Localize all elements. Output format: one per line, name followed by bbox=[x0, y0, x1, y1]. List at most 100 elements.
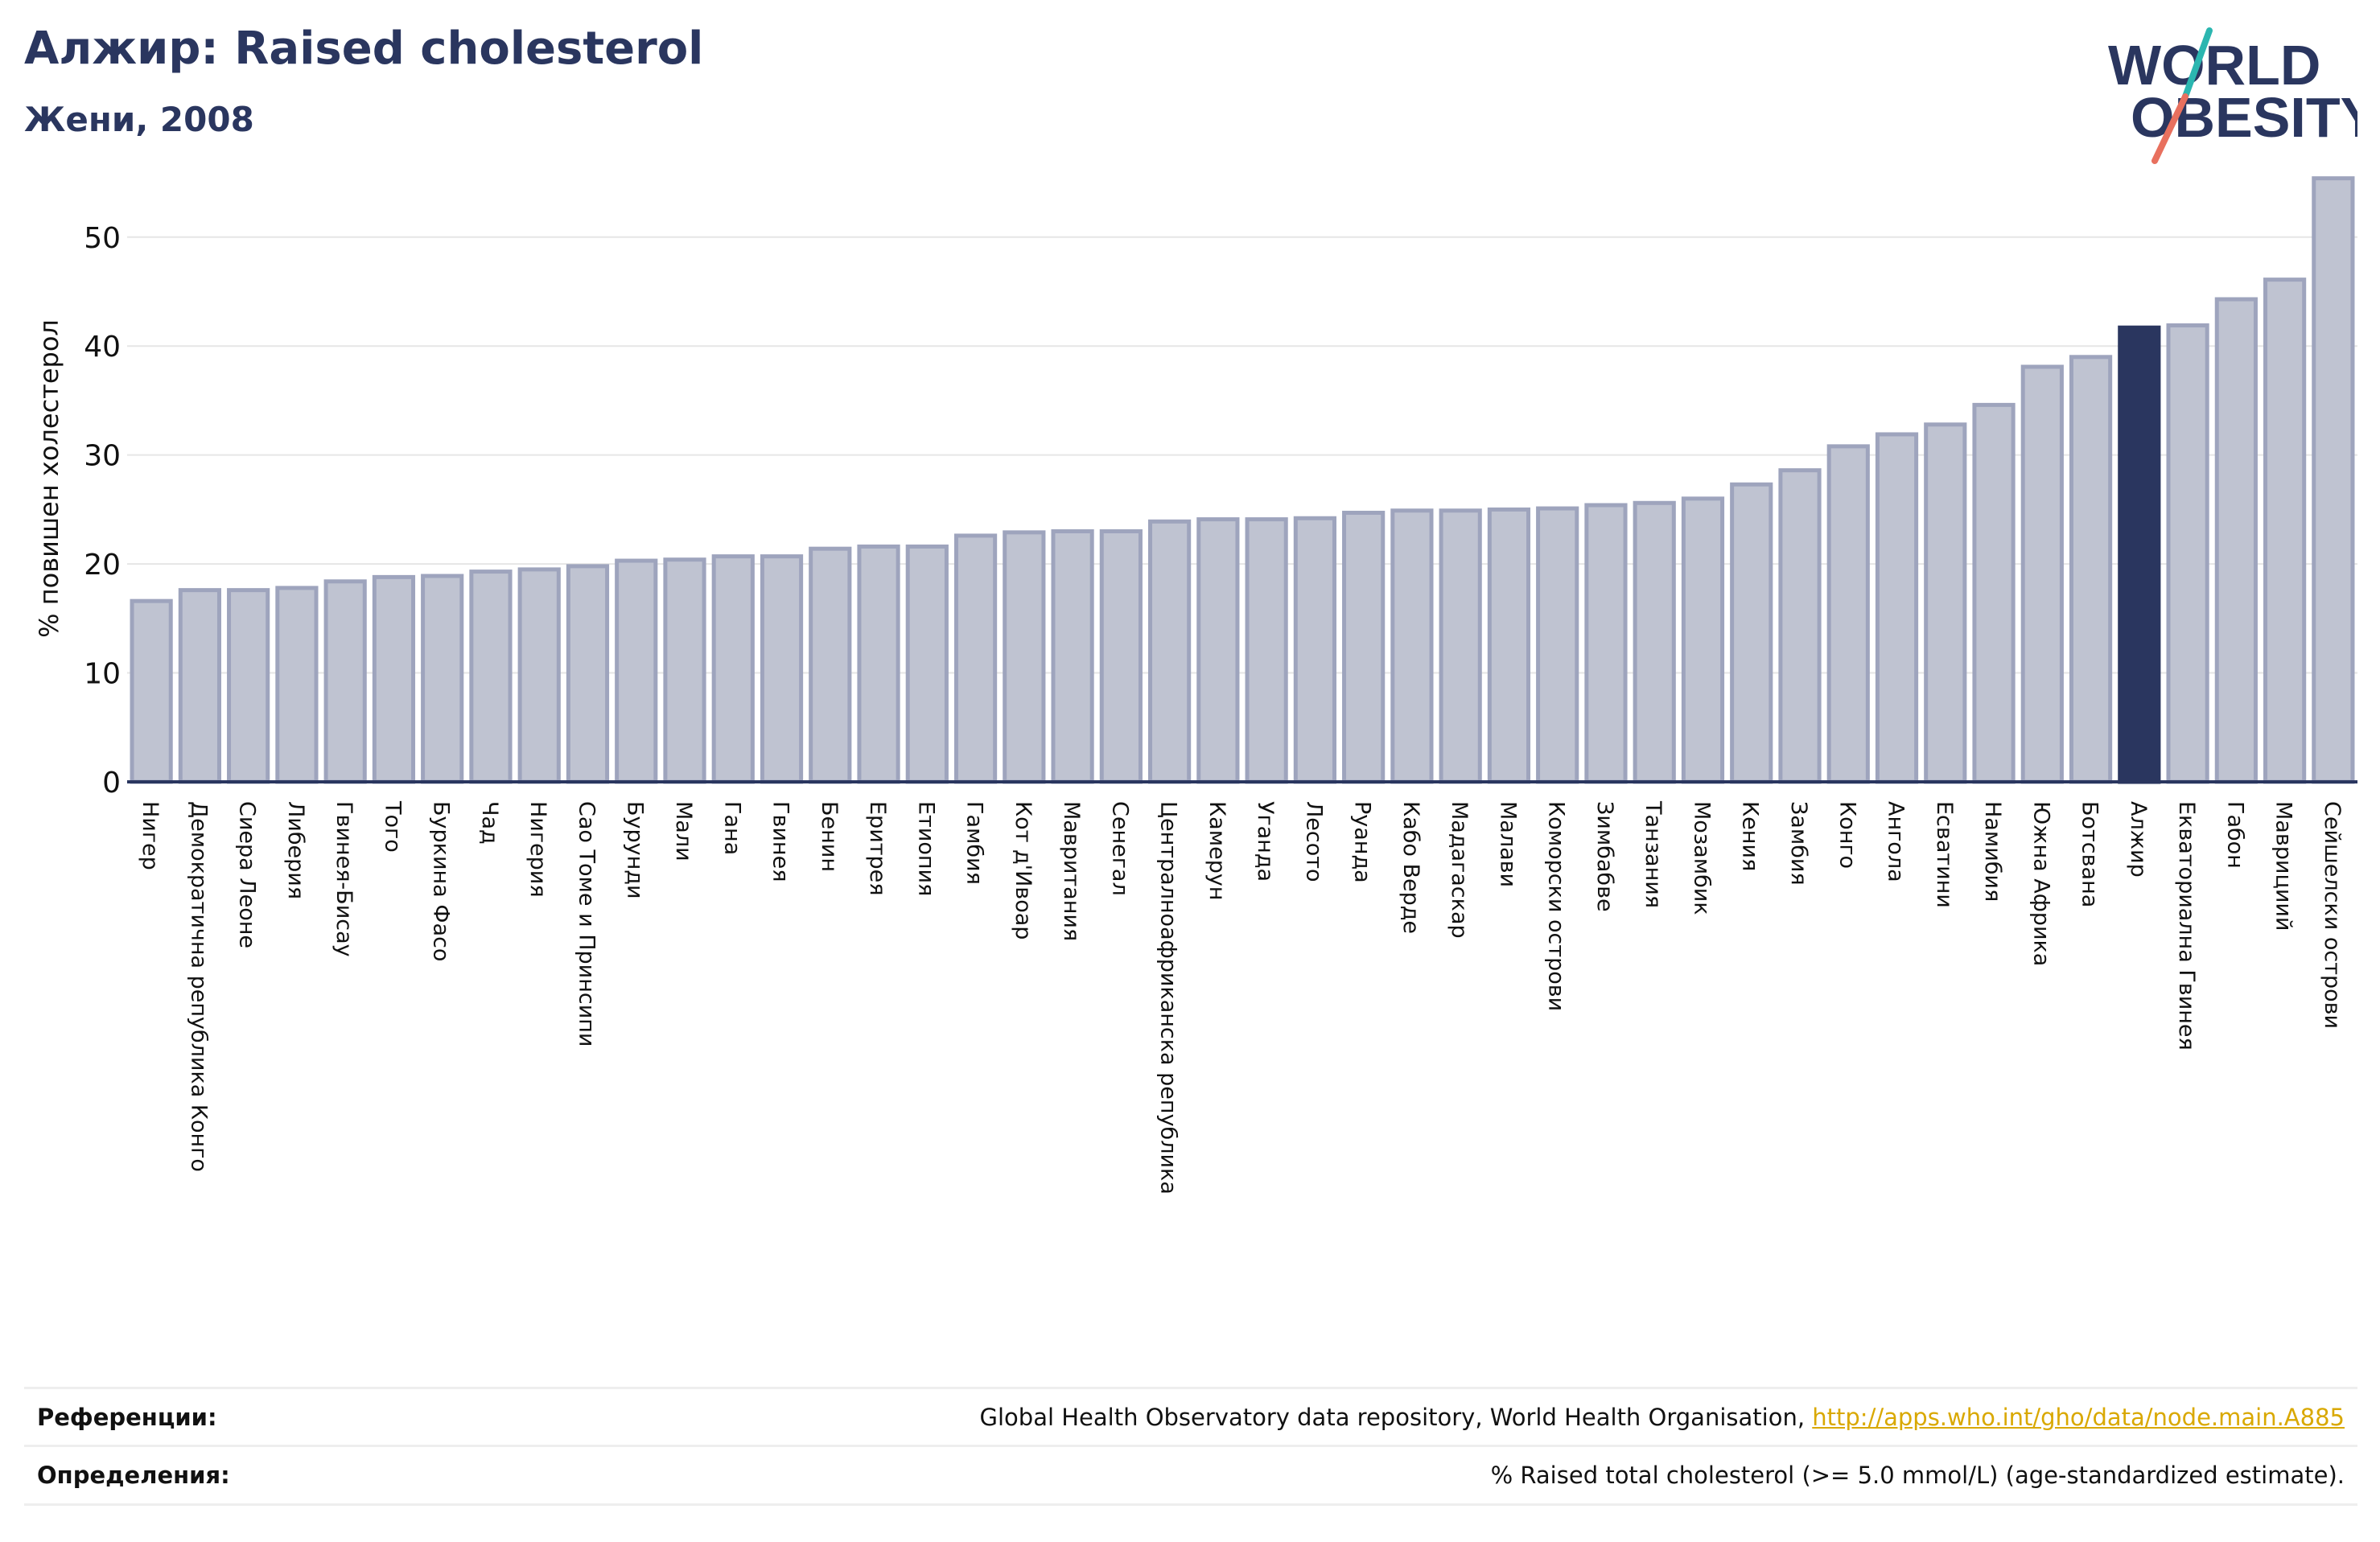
chart-subtitle: Жени, 2008 bbox=[24, 100, 254, 139]
y-tick-label: 30 bbox=[84, 440, 121, 473]
x-tick-label: Либерия bbox=[283, 801, 308, 899]
definitions-text: % Raised total cholesterol (>= 5.0 mmol/… bbox=[1490, 1462, 2345, 1489]
bar-country bbox=[953, 533, 998, 784]
y-tick-label: 10 bbox=[84, 658, 121, 691]
bar-country bbox=[1633, 500, 1676, 784]
bar-country bbox=[372, 574, 416, 784]
y-axis-label: % повишен холестерол bbox=[34, 319, 64, 638]
y-tick-label: 50 bbox=[84, 222, 121, 255]
bar-country bbox=[1826, 444, 1870, 784]
x-tick-label: Камерун bbox=[1204, 801, 1229, 900]
x-tick-label: Габон bbox=[2222, 801, 2247, 869]
logo-slash-teal bbox=[2182, 27, 2213, 100]
bar-country bbox=[517, 567, 561, 784]
bar-country bbox=[663, 557, 706, 784]
x-tick-label: Етиопия bbox=[913, 801, 938, 896]
bar-country bbox=[2166, 323, 2209, 784]
x-tick-label: Кения bbox=[1738, 801, 1763, 871]
bar-country bbox=[1148, 519, 1192, 784]
bar-highlight bbox=[2118, 325, 2161, 784]
x-tick-label: Кабо Верде bbox=[1398, 801, 1423, 934]
chart-title: Алжир: Raised cholesterol bbox=[24, 23, 704, 75]
bar-country bbox=[421, 574, 464, 784]
bar-country bbox=[857, 544, 900, 784]
bar-country bbox=[1972, 402, 2016, 784]
x-tick-label: Буркина Фасо bbox=[429, 801, 454, 961]
x-tick-label: Сенегал bbox=[1107, 801, 1132, 896]
x-tick-label: Конго bbox=[1834, 801, 1859, 869]
x-tick-label: Гвинея bbox=[768, 801, 793, 882]
bar-country bbox=[905, 544, 949, 784]
x-tick-label: Демократична република Конго bbox=[186, 801, 211, 1172]
bar-country bbox=[275, 586, 319, 784]
bar-country bbox=[1584, 503, 1628, 784]
x-tick-label: Алжир bbox=[2126, 801, 2151, 878]
bar-country bbox=[227, 588, 270, 784]
logo-slash-coral bbox=[2151, 93, 2189, 164]
y-tick-label: 20 bbox=[84, 549, 121, 582]
bar-country bbox=[1342, 510, 1386, 784]
bar-country bbox=[1536, 506, 1579, 784]
x-tick-label: Бурунди bbox=[623, 801, 648, 899]
x-tick-label: Чад bbox=[477, 801, 502, 845]
x-tick-label: Ботсвана bbox=[2077, 801, 2102, 907]
bar-country bbox=[2312, 176, 2355, 784]
x-tick-label: Нигерия bbox=[525, 801, 550, 898]
x-tick-label: Зимбабве bbox=[1592, 801, 1617, 912]
bar-country bbox=[615, 558, 658, 784]
references-value: Global Health Observatory data repositor… bbox=[980, 1404, 2345, 1431]
bar-country bbox=[760, 554, 804, 784]
bar-country bbox=[323, 579, 367, 784]
x-tick-label: Намибия bbox=[1980, 801, 2005, 902]
x-tick-label: Руанда bbox=[1350, 801, 1375, 883]
bar-country bbox=[1099, 528, 1143, 784]
bar-country bbox=[1681, 496, 1725, 784]
bar-country bbox=[1778, 468, 1822, 784]
bar-country bbox=[1245, 517, 1288, 784]
bar-country bbox=[1875, 432, 1919, 784]
x-tick-label: Мозамбик bbox=[1689, 801, 1714, 915]
x-tick-label: Бенин bbox=[817, 801, 842, 872]
x-tick-label: Гвинея-Бисау bbox=[331, 801, 356, 957]
x-tick-label: Еритрея bbox=[865, 801, 890, 895]
x-tick-label: Танзания bbox=[1641, 800, 1666, 908]
x-tick-label: Ангола bbox=[1884, 801, 1909, 882]
x-tick-label: Мадагаскар bbox=[1447, 801, 1472, 939]
bar-country bbox=[2214, 297, 2258, 784]
x-tick-label: Сиера Леоне bbox=[235, 801, 260, 948]
bar-country bbox=[711, 554, 755, 784]
references-text: Global Health Observatory data repositor… bbox=[979, 1404, 1813, 1431]
x-tick-label: Екваториална Гвинея bbox=[2174, 801, 2199, 1051]
x-tick-label: Уганда bbox=[1253, 801, 1278, 882]
references-label: Референции: bbox=[37, 1404, 217, 1431]
bar-country bbox=[469, 570, 513, 784]
x-tick-label: Нигер bbox=[138, 801, 163, 870]
x-tick-label: Замбия bbox=[1786, 801, 1811, 886]
x-tick-label: Есватини bbox=[1932, 801, 1957, 908]
x-tick-label: Сао Томе и Принсипи bbox=[574, 801, 599, 1047]
bar-country bbox=[1730, 482, 1773, 784]
x-tick-label: Малави bbox=[1495, 801, 1520, 887]
x-tick-label: Лесото bbox=[1301, 801, 1326, 882]
bar-country bbox=[809, 546, 852, 784]
logo-text-world: WORLD bbox=[2108, 34, 2320, 97]
bar-country bbox=[566, 564, 610, 784]
references-link[interactable]: http://apps.who.int/gho/data/node.main.A… bbox=[1812, 1404, 2345, 1431]
x-tick-label: Кот д'Ивоар bbox=[1011, 801, 1036, 940]
y-tick-label: 40 bbox=[84, 331, 121, 364]
x-tick-label: Того bbox=[380, 800, 405, 853]
x-tick-label: Централноафриканска република bbox=[1156, 801, 1181, 1195]
definitions-row: Определения: % Raised total cholesterol … bbox=[24, 1445, 2357, 1506]
bar-country bbox=[178, 588, 221, 784]
bar-country bbox=[2020, 364, 2064, 784]
x-tick-label: Мали bbox=[671, 801, 696, 861]
world-obesity-logo: WORLD OBESITY bbox=[2108, 27, 2357, 164]
bar-country bbox=[2263, 278, 2307, 784]
x-tick-label: Сейшелски острови bbox=[2320, 801, 2345, 1029]
y-tick-label: 0 bbox=[102, 767, 121, 800]
x-tick-label: Гана bbox=[719, 801, 744, 855]
x-tick-label: Гамбия bbox=[962, 801, 987, 885]
definitions-label: Определения: bbox=[37, 1462, 230, 1489]
bar-country bbox=[1487, 507, 1531, 784]
bar-country bbox=[1439, 508, 1482, 784]
